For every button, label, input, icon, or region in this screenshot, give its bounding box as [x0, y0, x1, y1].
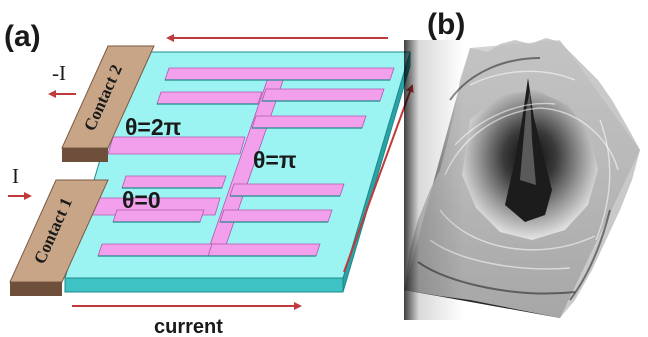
- feeder-top: [107, 136, 246, 155]
- contact-1-front: [10, 282, 62, 296]
- current-in-label: I: [12, 164, 19, 188]
- surface-left-shadow: [404, 40, 464, 320]
- surface-peak-highlight: [520, 90, 536, 185]
- panel-b: (b): [404, 8, 640, 320]
- finger-right-5: [207, 243, 321, 257]
- theta-pi-label: θ=π: [253, 147, 296, 173]
- finger-right-1: [261, 88, 385, 102]
- panel-b-label: (b): [427, 8, 465, 41]
- theta-zero-label: θ=0: [122, 187, 161, 213]
- contact-2-block: Contact 2: [61, 45, 155, 162]
- current-arrows: [8, 34, 414, 310]
- theta-2pi-label: θ=2π: [125, 114, 181, 140]
- finger-left-4: [97, 243, 215, 257]
- panel-a: (a): [4, 20, 414, 337]
- panel-a-label: (a): [4, 20, 41, 53]
- surface-plot-3d: [404, 38, 640, 320]
- arrow-right-diagonal: [343, 84, 414, 273]
- top-bar: [164, 67, 395, 81]
- finger-left-1: [156, 91, 263, 105]
- platform-front-side: [64, 277, 344, 293]
- finger-right-4: [219, 209, 333, 223]
- trenches: [98, 79, 390, 257]
- finger-right-2: [251, 115, 367, 129]
- finger-right-3: [229, 183, 345, 197]
- contact-2-front: [62, 148, 108, 162]
- current-out-label: -I: [52, 61, 66, 85]
- current-direction-label: current: [154, 316, 223, 337]
